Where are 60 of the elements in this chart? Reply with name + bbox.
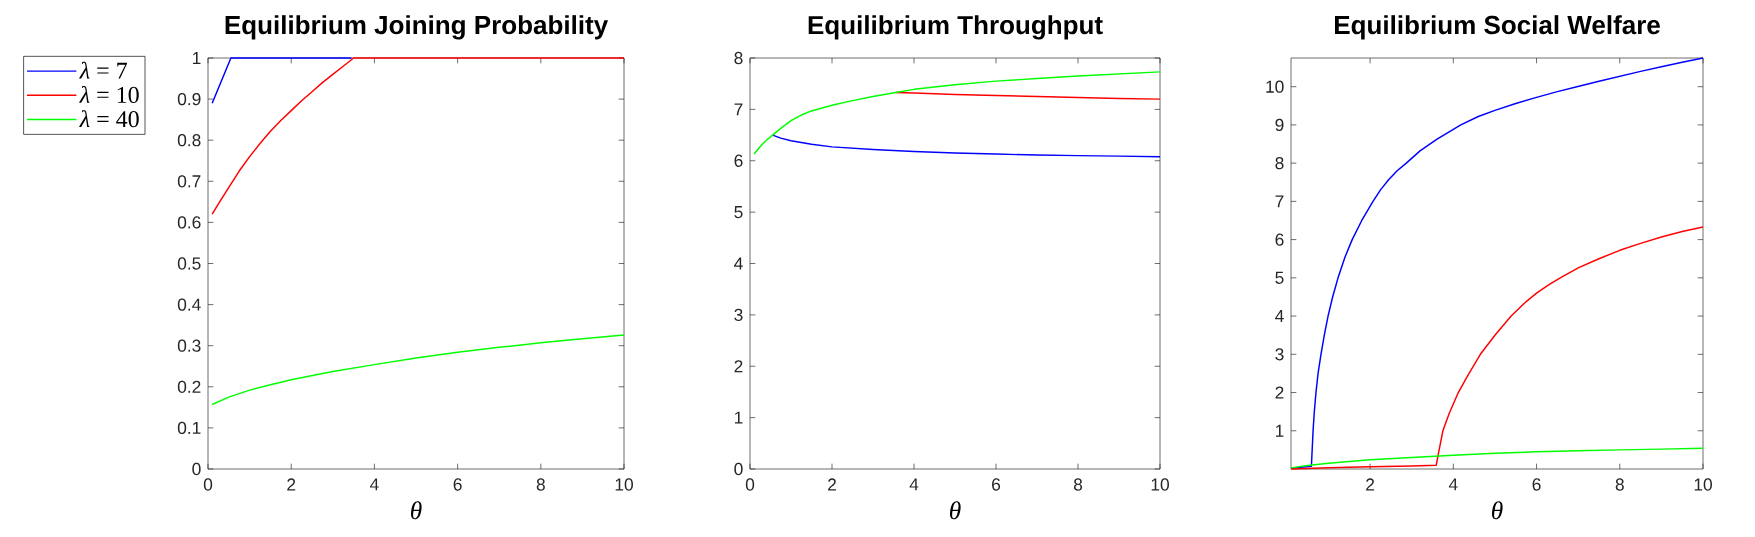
x-tick-label: 2 [1366, 478, 1375, 491]
y-tick-label: 0.8 [177, 134, 201, 147]
line-series [211, 334, 625, 406]
y-tick-label: 5 [734, 206, 743, 219]
line-series [771, 134, 1161, 158]
y-tick-label: 0 [734, 462, 743, 476]
x-tick-label: 6 [453, 478, 462, 491]
y-tick-label: 0.7 [177, 175, 201, 188]
y-tick-label: 0.3 [177, 339, 201, 352]
y-tick-label: 6 [734, 154, 743, 167]
x-tick-label: 10 [1694, 478, 1712, 491]
chart-title: Equilibrium Throughput [808, 15, 1103, 40]
y-tick-label: 0.4 [177, 298, 201, 311]
legend-label: λ = 10 [79, 85, 139, 104]
x-tick-label: 4 [1448, 478, 1458, 491]
y-tick-label: 7 [1275, 195, 1284, 208]
x-axis-title: θ [411, 501, 422, 520]
y-tick-label: 0.1 [177, 421, 201, 435]
x-tick-label: 4 [909, 478, 919, 491]
y-tick-label: 10 [1266, 80, 1284, 93]
y-tick-label: 3 [1275, 348, 1284, 361]
y-tick-label: 9 [1275, 118, 1284, 132]
x-tick-label: 0 [745, 478, 755, 491]
y-tick-label: 3 [734, 308, 743, 322]
x-tick-label: 6 [1532, 478, 1541, 491]
y-tick-label: 6 [1275, 233, 1284, 246]
x-tick-label: 10 [1151, 478, 1169, 491]
y-tick-label: 8 [1275, 157, 1284, 170]
y-tick-label: 5 [1275, 271, 1284, 284]
y-tick-label: 4 [1275, 310, 1284, 323]
x-axis-title: θ [950, 501, 961, 520]
chart-title: Equilibrium Joining Probability [225, 15, 609, 40]
x-tick-label: 2 [287, 478, 296, 491]
x-tick-label: 0 [203, 478, 213, 491]
y-tick-label: 0 [192, 462, 201, 476]
x-tick-label: 2 [828, 478, 836, 491]
x-tick-label: 8 [1615, 478, 1624, 491]
chart-title: Equilibrium Social Welfare [1335, 15, 1660, 40]
y-tick-label: 0.5 [177, 257, 201, 270]
y-tick-label: 1 [1275, 424, 1284, 437]
y-tick-label: 7 [734, 103, 743, 116]
y-tick-label: 0.2 [177, 380, 201, 393]
y-tick-label: 1 [192, 52, 201, 64]
line-series [1290, 447, 1704, 469]
y-tick-label: 4 [734, 257, 743, 270]
x-tick-label: 6 [992, 478, 1001, 491]
y-tick-label: 0.6 [177, 216, 201, 229]
legend-label: λ = 7 [79, 61, 127, 79]
line-series [1290, 226, 1704, 470]
y-tick-label: 2 [1275, 386, 1284, 399]
y-tick-label: 8 [734, 51, 743, 65]
x-tick-label: 10 [615, 478, 633, 491]
x-tick-label: 8 [1073, 478, 1083, 491]
x-tick-label: 8 [536, 478, 545, 491]
y-tick-label: 0.9 [177, 92, 201, 106]
x-tick-label: 4 [369, 478, 379, 491]
y-tick-label: 1 [734, 411, 743, 424]
y-tick-label: 2 [734, 360, 743, 373]
legend-label: λ = 40 [79, 110, 139, 128]
x-axis-title: θ [1492, 501, 1503, 520]
